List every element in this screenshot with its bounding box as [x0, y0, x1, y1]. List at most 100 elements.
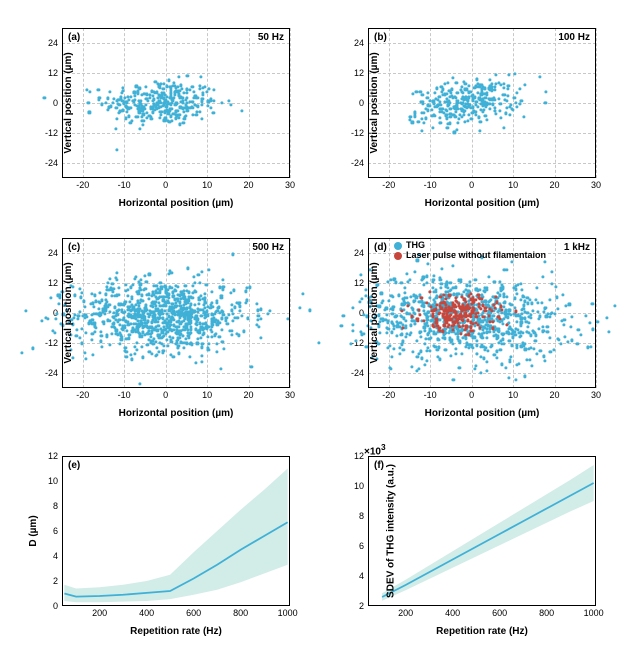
scatter-point — [190, 328, 193, 331]
scatter-point — [390, 355, 393, 358]
scatter-point — [342, 315, 345, 318]
scatter-point — [201, 117, 204, 120]
scatter-point — [486, 360, 489, 363]
scatter-point — [197, 273, 200, 276]
scatter-panel-d: -20-100102030-24-1201224(d)1 kHzTHGLaser… — [368, 238, 596, 388]
scatter-point — [560, 342, 563, 345]
scatter-point — [174, 290, 177, 293]
xtick-label: -10 — [424, 180, 437, 190]
ytick-label: 12 — [48, 68, 58, 78]
ytick-label: 4 — [359, 571, 364, 581]
scatter-point — [516, 347, 519, 350]
x-axis-title: Repetition rate (Hz) — [130, 626, 222, 637]
scatter-point — [361, 297, 364, 300]
scatter-point — [170, 101, 173, 104]
scatter-point — [148, 273, 151, 276]
scatter-point — [309, 309, 312, 312]
scatter-point — [198, 110, 201, 113]
scatter-point — [242, 330, 245, 333]
scatter-point — [522, 115, 525, 118]
scatter-point — [75, 335, 78, 338]
scatter-point — [160, 111, 163, 114]
xtick-label: 800 — [233, 608, 248, 618]
scatter-point — [479, 93, 482, 96]
scatter-point — [166, 344, 169, 347]
scatter-point — [521, 312, 524, 315]
ytick-label: -24 — [351, 158, 364, 168]
ytick-label: 0 — [53, 98, 58, 108]
scatter-point — [174, 103, 177, 106]
scatter-point — [546, 325, 549, 328]
scatter-point — [100, 103, 103, 106]
scatter-point — [408, 279, 411, 282]
line-panel-e: 2004006008001000024681012(e)Repetition r… — [62, 456, 290, 606]
ytick-label: 12 — [354, 278, 364, 288]
xtick-label: 10 — [508, 390, 518, 400]
scatter-point — [118, 318, 121, 321]
scatter-point — [158, 297, 161, 300]
scatter-point — [524, 348, 527, 351]
figure: { "figure":{"width":622,"height":655,"ba… — [0, 0, 622, 655]
scatter-point — [131, 330, 134, 333]
legend-swatch — [394, 252, 402, 260]
scatter-point — [504, 112, 507, 115]
scatter-point — [150, 331, 153, 334]
scatter-point — [522, 295, 525, 298]
scatter-point — [185, 91, 188, 94]
scatter-point — [391, 295, 394, 298]
scatter-point — [411, 121, 414, 124]
scatter-point — [508, 114, 511, 117]
scatter-point — [505, 268, 508, 271]
scatter-point — [392, 328, 395, 331]
legend-item: Laser pulse without filamentaion — [394, 250, 546, 260]
scatter-point — [170, 120, 173, 123]
scatter-point — [144, 275, 147, 278]
scatter-point — [188, 355, 191, 358]
y-axis-title: D (µm) — [28, 515, 39, 546]
scatter-point — [259, 317, 262, 320]
scatter-point — [447, 297, 450, 300]
ytick-label: 24 — [48, 248, 58, 258]
scatter-point — [392, 347, 395, 350]
scatter-point — [540, 301, 543, 304]
ytick-label: -24 — [45, 158, 58, 168]
scatter-point — [160, 285, 163, 288]
scatter-point — [138, 383, 141, 386]
gridline-h — [368, 73, 596, 74]
scatter-point — [191, 113, 194, 116]
scatter-point — [151, 111, 154, 114]
scatter-point — [385, 331, 388, 334]
scatter-point — [317, 342, 320, 345]
scatter-point — [83, 351, 86, 354]
xtick-label: 800 — [539, 608, 554, 618]
ytick-label: 6 — [53, 526, 58, 536]
plot-area: -20-100102030-24-1201224(b)100 Hz — [368, 28, 596, 178]
scatter-point — [136, 90, 139, 93]
scatter-point — [130, 358, 133, 361]
scatter-point — [579, 334, 582, 337]
scatter-point — [383, 308, 386, 311]
scatter-point — [416, 319, 419, 322]
xtick-label: 1000 — [584, 608, 604, 618]
scatter-point — [165, 338, 168, 341]
scatter-point — [499, 348, 502, 351]
scatter-point — [526, 326, 529, 329]
ytick-label: 12 — [354, 451, 364, 461]
scatter-point — [411, 92, 414, 95]
scatter-point — [467, 120, 470, 123]
xtick-label: 20 — [550, 180, 560, 190]
scatter-point — [537, 328, 540, 331]
scatter-point — [435, 290, 438, 293]
scatter-point — [440, 267, 443, 270]
scatter-point — [423, 342, 426, 345]
scatter-point — [536, 301, 539, 304]
scatter-point — [472, 106, 475, 109]
scatter-point — [218, 322, 221, 325]
sup-exp: 3 — [381, 442, 386, 452]
scatter-point — [211, 323, 214, 326]
scatter-point — [425, 117, 428, 120]
scatter-point — [143, 333, 146, 336]
scatter-point — [207, 268, 210, 271]
scatter-point — [59, 296, 62, 299]
gridline-h — [62, 373, 290, 374]
